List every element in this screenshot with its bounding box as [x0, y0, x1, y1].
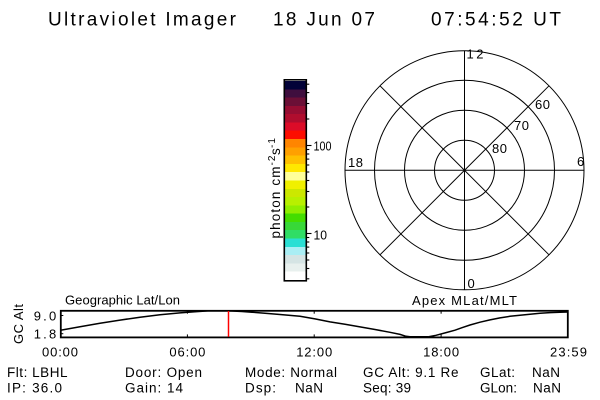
svg-text:70: 70	[514, 118, 529, 133]
svg-text:1.8: 1.8	[34, 327, 57, 342]
svg-text:00:00: 00:00	[42, 344, 78, 359]
svg-text:100: 100	[314, 138, 332, 153]
svg-text:18:00: 18:00	[423, 344, 459, 359]
svg-text:12: 12	[467, 47, 484, 62]
svg-text:photon cm: photon cm	[268, 167, 283, 239]
svg-text:NaN: NaN	[532, 365, 560, 380]
svg-text:NaN: NaN	[533, 381, 561, 396]
svg-text:18 Jun 07: 18 Jun 07	[273, 10, 375, 31]
svg-text:Gain: 14: Gain: 14	[125, 381, 183, 396]
svg-text:GC Alt: 9.1 Re: GC Alt: 9.1 Re	[363, 365, 459, 380]
svg-text:Dsp:: Dsp:	[245, 381, 276, 396]
svg-text:-1: -1	[267, 138, 278, 148]
svg-text:0: 0	[468, 276, 475, 291]
svg-text:6: 6	[577, 154, 584, 169]
svg-text:Flt: LBHL: Flt: LBHL	[7, 365, 68, 380]
svg-text:9.0: 9.0	[34, 309, 57, 324]
svg-text:Seq: 39: Seq: 39	[363, 381, 411, 396]
svg-text:GC Alt: GC Alt	[11, 304, 26, 344]
svg-text:GLat:: GLat:	[480, 365, 515, 380]
svg-text:Door: Open: Door: Open	[125, 365, 202, 380]
svg-text:12:00: 12:00	[296, 344, 332, 359]
svg-text:80: 80	[492, 141, 507, 156]
svg-text:Geographic Lat/Lon: Geographic Lat/Lon	[65, 293, 180, 308]
svg-text:Apex MLat/MLT: Apex MLat/MLT	[412, 293, 517, 308]
svg-text:60: 60	[535, 97, 550, 112]
svg-text:07:54:52 UT: 07:54:52 UT	[431, 10, 561, 31]
svg-text:18: 18	[348, 155, 363, 170]
svg-text:IP: 36.0: IP: 36.0	[7, 381, 62, 396]
svg-text:23:59: 23:59	[550, 344, 587, 359]
svg-text:06:00: 06:00	[169, 344, 205, 359]
svg-text:Ultraviolet Imager: Ultraviolet Imager	[48, 10, 237, 31]
svg-text:Mode: Normal: Mode: Normal	[245, 365, 337, 380]
svg-text:-2: -2	[267, 155, 278, 165]
svg-text:10: 10	[314, 228, 328, 243]
svg-text:s: s	[268, 148, 283, 155]
svg-text:NaN: NaN	[295, 381, 323, 396]
svg-text:GLon:: GLon:	[480, 381, 517, 396]
